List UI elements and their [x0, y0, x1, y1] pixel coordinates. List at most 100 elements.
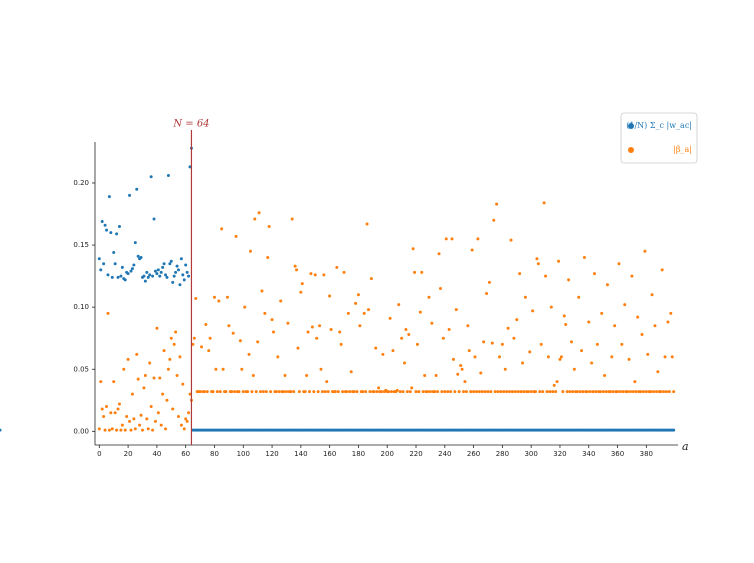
point	[267, 224, 271, 228]
point	[568, 390, 572, 394]
point	[628, 390, 632, 394]
y-tick-label: 0.05	[73, 365, 89, 373]
point	[418, 310, 422, 314]
point	[106, 273, 110, 277]
point	[444, 237, 448, 241]
point	[159, 270, 163, 274]
point	[97, 257, 101, 261]
point	[600, 311, 604, 315]
point	[643, 249, 647, 253]
y-tick-label: 0.00	[73, 427, 89, 435]
point	[237, 390, 241, 394]
point	[498, 355, 502, 359]
x-tick-label: 80	[210, 450, 219, 458]
point	[503, 367, 507, 371]
point	[143, 279, 147, 283]
point	[398, 390, 402, 394]
point	[506, 326, 510, 330]
point	[565, 390, 569, 394]
point	[449, 390, 453, 394]
point	[310, 325, 314, 329]
x-tick-label: 160	[323, 450, 336, 458]
point	[198, 390, 202, 394]
point	[175, 264, 179, 268]
point	[580, 349, 584, 353]
point	[329, 328, 333, 332]
point	[166, 367, 170, 371]
legend-box	[620, 112, 698, 164]
point	[152, 217, 156, 221]
point	[158, 376, 162, 380]
point	[123, 278, 127, 282]
point	[100, 407, 104, 411]
point	[99, 268, 103, 272]
point	[205, 390, 209, 394]
point	[259, 390, 263, 394]
point	[254, 390, 258, 394]
point	[325, 380, 329, 384]
point	[323, 390, 327, 394]
point	[545, 390, 549, 394]
point	[641, 390, 645, 394]
point	[660, 268, 664, 272]
x-tick-label: 260	[467, 450, 480, 458]
legend-marker	[628, 147, 634, 153]
point	[500, 342, 504, 346]
point	[672, 428, 676, 432]
point	[184, 263, 188, 267]
x-tick-label: 240	[438, 450, 451, 458]
point	[669, 311, 673, 315]
point	[218, 390, 222, 394]
point	[555, 380, 559, 384]
point	[462, 390, 466, 394]
x-tick-label: 140	[294, 450, 307, 458]
point	[176, 268, 180, 272]
point	[356, 293, 360, 297]
point	[309, 272, 313, 276]
point	[342, 270, 346, 274]
point	[630, 274, 634, 278]
point	[593, 272, 597, 276]
point	[119, 428, 123, 432]
point	[156, 411, 160, 415]
point	[250, 390, 254, 394]
point	[346, 311, 350, 315]
point	[548, 390, 552, 394]
point	[115, 232, 119, 236]
x-tick-label: 20	[124, 450, 133, 458]
point	[559, 355, 563, 359]
point	[283, 373, 287, 377]
point	[427, 295, 431, 299]
point	[106, 311, 110, 315]
point	[414, 390, 418, 394]
point	[295, 268, 299, 272]
point	[148, 273, 152, 277]
point	[539, 342, 543, 346]
point	[557, 259, 561, 263]
point	[284, 390, 288, 394]
point	[654, 390, 658, 394]
point	[143, 373, 147, 377]
point	[192, 336, 196, 340]
point	[102, 262, 106, 266]
point	[166, 174, 170, 178]
point	[516, 390, 520, 394]
point	[303, 390, 307, 394]
point	[156, 268, 160, 272]
point	[119, 274, 123, 278]
point	[528, 350, 532, 354]
point	[616, 390, 620, 394]
point	[207, 349, 211, 353]
point	[531, 309, 535, 313]
point	[97, 427, 101, 431]
point	[551, 390, 555, 394]
point	[315, 336, 319, 340]
point	[335, 265, 339, 269]
point	[299, 290, 303, 294]
point	[636, 315, 640, 319]
point	[102, 414, 106, 418]
point	[251, 373, 255, 377]
point	[277, 390, 281, 394]
point	[270, 318, 274, 322]
point	[472, 390, 476, 394]
